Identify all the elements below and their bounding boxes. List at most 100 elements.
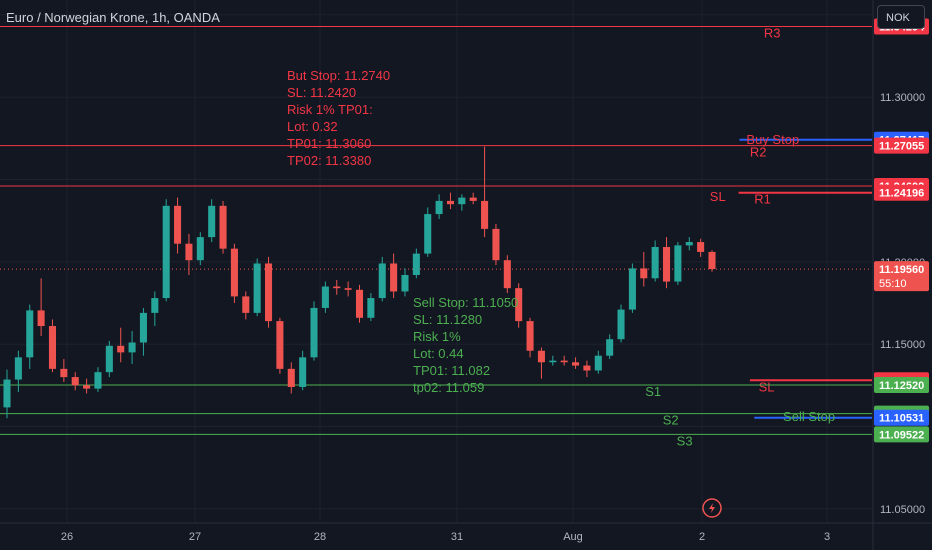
- sell-setup-note-line: SL: 11.1280: [413, 312, 482, 327]
- candle-body: [378, 263, 386, 299]
- price-badge: [874, 184, 929, 201]
- candle: [3, 369, 11, 419]
- candle-body: [674, 245, 682, 282]
- currency-button[interactable]: NOK: [877, 5, 925, 29]
- candle: [549, 355, 557, 366]
- buy-setup-note-line: Lot: 0.32: [287, 119, 338, 134]
- candle-body: [14, 357, 22, 380]
- candle-body: [196, 237, 204, 261]
- candle: [196, 232, 204, 266]
- candle-body: [469, 197, 477, 201]
- candle: [71, 372, 79, 391]
- price-badge: [874, 376, 929, 393]
- candle-body: [515, 288, 523, 322]
- countdown-text: 55:10: [879, 278, 907, 290]
- candle: [94, 367, 102, 392]
- candle: [492, 223, 500, 266]
- price-badge-text: 11.24196: [879, 188, 924, 200]
- candle-body: [310, 307, 318, 358]
- candle: [424, 207, 432, 257]
- candle: [174, 197, 182, 254]
- price-badge: [874, 409, 929, 426]
- candle-body: [492, 228, 500, 261]
- candle: [310, 301, 318, 361]
- candle: [37, 278, 45, 336]
- candle-body: [481, 200, 489, 229]
- candle-body: [435, 200, 443, 215]
- candle: [117, 327, 125, 363]
- time-tick-label: 31: [451, 531, 463, 543]
- candle-body: [424, 214, 432, 254]
- time-axis: 26 27 28 31 Aug 2 3: [61, 531, 830, 543]
- candle: [401, 268, 409, 297]
- candle-body: [606, 339, 614, 356]
- candles: [3, 146, 716, 419]
- candle: [265, 256, 273, 328]
- time-tick-label: 3: [824, 531, 830, 543]
- candle-body: [583, 365, 591, 371]
- candle: [185, 233, 193, 275]
- candle: [253, 258, 261, 317]
- candle-body: [37, 310, 45, 327]
- candle-body: [242, 296, 250, 313]
- price-tick-label: 11.15000: [880, 339, 925, 351]
- sell-setup-note: Sell Stop: 11.1050 SL: 11.1280 Risk 1% Lot:…: [413, 295, 518, 395]
- sell-setup-note-line: tp02: 11.059: [413, 380, 484, 395]
- candle-body: [162, 205, 170, 299]
- candle: [151, 291, 159, 327]
- candle-body: [139, 312, 147, 343]
- annotation-sl: SL: [710, 189, 726, 204]
- candle-body: [60, 368, 68, 378]
- level-label-s1: S1: [645, 384, 661, 399]
- candle: [230, 243, 238, 303]
- candle: [48, 319, 57, 373]
- candle-body: [219, 205, 227, 249]
- candle-body: [662, 247, 671, 282]
- candle: [594, 350, 602, 374]
- sell-setup-note-line: Risk 1%: [413, 329, 461, 344]
- buy-setup-note-line: But Stop: 11.2740: [287, 68, 390, 83]
- candle: [14, 350, 22, 392]
- candle-body: [253, 263, 261, 313]
- candle: [515, 283, 523, 328]
- candle-body: [94, 372, 102, 389]
- candle: [287, 362, 295, 394]
- candle: [503, 255, 511, 294]
- candle: [617, 304, 625, 343]
- candle-body: [83, 385, 91, 389]
- candle: [572, 357, 580, 369]
- candle-body: [685, 242, 693, 246]
- candle: [60, 358, 68, 383]
- candle-body: [446, 200, 454, 205]
- candle: [321, 281, 329, 313]
- candle: [412, 248, 420, 279]
- candle: [139, 307, 147, 356]
- candle: [606, 334, 614, 359]
- candle: [26, 304, 34, 369]
- candle: [344, 281, 352, 297]
- candle: [458, 194, 466, 211]
- time-tick-label: 28: [314, 531, 326, 543]
- annotation-sell-stop: Sell Stop: [783, 409, 835, 424]
- candle: [299, 350, 307, 391]
- candle-body: [71, 377, 79, 386]
- lightning-icon[interactable]: [702, 498, 722, 518]
- candle-body: [265, 263, 273, 322]
- buy-setup-note: But Stop: 11.2740 SL: 11.2420 Risk 1% TP01…: [287, 68, 390, 168]
- candle: [435, 194, 443, 220]
- candle-body: [708, 251, 716, 270]
- candle-body: [174, 205, 182, 244]
- candle-body: [412, 253, 420, 275]
- price-badge-text: 11.09522: [879, 429, 924, 441]
- time-tick-label: Aug: [563, 531, 583, 543]
- chart-title: Euro / Norwegian Krone, 1h, OANDA: [6, 10, 220, 25]
- candle-body: [390, 263, 398, 292]
- time-tick-label: 2: [699, 531, 705, 543]
- sell-setup-note-line: TP01: 11.082: [413, 363, 490, 378]
- candle: [162, 199, 170, 302]
- candle: [105, 340, 113, 378]
- candle-body: [560, 360, 568, 363]
- candle: [674, 242, 682, 285]
